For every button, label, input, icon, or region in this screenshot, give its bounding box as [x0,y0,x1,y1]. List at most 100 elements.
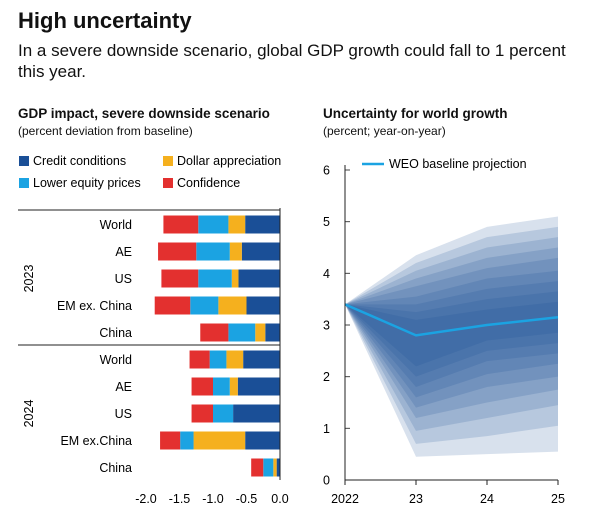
y-tick-label: 4 [323,267,330,281]
bar-segment-credit [237,377,280,396]
x-tick-label: 25 [551,492,565,506]
legend-label-equity: Lower equity prices [33,176,141,190]
bar-category-label: World [100,218,132,232]
x-tick-label: 0.0 [271,492,288,506]
bar-segment-equity [198,269,232,288]
bar-segment-equity [213,404,234,423]
legend-label-confidence: Confidence [177,176,240,190]
bar-segment-equity [180,431,194,450]
y-tick-label: 1 [323,422,330,436]
bar-segment-credit [241,242,280,261]
bar-segment-confidence [154,296,191,315]
bar-segment-equity [228,323,256,342]
bar-segment-credit [265,323,280,342]
bar-segment-confidence [251,458,264,477]
x-tick-label: 2022 [331,492,359,506]
legend-swatch-equity [19,178,29,188]
bar-segment-equity [263,458,274,477]
legend-swatch-dollar [163,156,173,166]
right-panel-title: Uncertainty for world growth [323,106,508,121]
bar-segment-dollar [231,269,239,288]
left-panel-subtitle: (percent deviation from baseline) [18,124,193,138]
bar-category-label: AE [115,245,132,259]
bar-segment-dollar [218,296,247,315]
bar-segment-dollar [193,431,246,450]
bar-segment-equity [190,296,219,315]
left-panel-title: GDP impact, severe downside scenario [18,106,270,121]
legend-label-credit: Credit conditions [33,154,126,168]
bar-chart: 2023 World AE US EM ex. China China 2024 World A… [18,208,289,506]
bar-category-label: AE [115,380,132,394]
bar-segment-dollar [255,323,266,342]
legend-swatch-confidence [163,178,173,188]
x-tick-label: 23 [409,492,423,506]
legend-swatch-credit [19,156,29,166]
bar-category-label: EM ex.China [60,434,132,448]
bar-segment-confidence [163,215,199,234]
bar-segment-equity [196,242,230,261]
fan-band [345,281,558,387]
legend-label-baseline: WEO baseline projection [389,157,527,171]
bar-category-label: US [115,407,132,421]
legend-item-dollar: Dollar appreciation [163,154,281,168]
group-year-label: 2023 [22,265,36,293]
bar-segment-equity [209,350,227,369]
bar-segment-dollar [229,242,242,261]
bar-category-label: China [99,461,132,475]
legend-item-confidence: Confidence [163,176,240,190]
bar-segment-credit [246,296,280,315]
right-legend: WEO baseline projection [362,157,527,171]
y-tick-label: 6 [323,164,330,178]
bar-segment-credit [238,269,280,288]
x-tick-label: -1.5 [169,492,191,506]
x-tick-label: -1.0 [202,492,224,506]
bar-segment-confidence [161,269,199,288]
bar-segment-dollar [226,350,244,369]
fan-band [345,291,558,377]
bar-segment-equity [198,215,229,234]
fan-band [345,247,558,418]
bar-segment-confidence [191,377,213,396]
x-tick-label: 24 [480,492,494,506]
bar-segment-dollar [229,377,238,396]
bar-segment-equity [213,377,230,396]
x-tick-label: -2.0 [135,492,157,506]
legend-item-equity: Lower equity prices [19,176,141,190]
bar-category-label: US [115,272,132,286]
page-subtitle: In a severe downside scenario, global GD… [18,41,566,81]
left-legend: Credit conditions Dollar appreciation Lo… [19,154,281,190]
y-tick-label: 0 [323,474,330,488]
bar-category-label: World [100,353,132,367]
bar-segment-credit [243,350,280,369]
fan-band [345,257,558,408]
legend-item-credit: Credit conditions [19,154,126,168]
right-panel-subtitle: (percent; year-on-year) [323,124,446,138]
bar-segment-confidence [189,350,210,369]
y-tick-label: 2 [323,370,330,384]
bar-segment-credit [276,458,280,477]
bar-segment-dollar [273,458,277,477]
bar-segment-confidence [160,431,181,450]
legend-label-dollar: Dollar appreciation [177,154,281,168]
fan-band [345,301,558,367]
fan-band [345,270,558,398]
fan-band [345,237,558,431]
bar-segment-confidence [200,323,229,342]
y-tick-label: 3 [323,319,330,333]
x-tick-label: -0.5 [236,492,258,506]
fan-band [345,216,558,457]
page-title: High uncertainty [18,8,192,33]
y-tick-label: 5 [323,215,330,229]
bar-category-label: China [99,326,132,340]
bar-category-label: EM ex. China [57,299,132,313]
bar-segment-credit [245,215,280,234]
bar-segment-credit [233,404,280,423]
bar-segment-dollar [228,215,246,234]
baseline-line [344,303,559,337]
bar-segment-credit [245,431,280,450]
bar-segment-confidence [158,242,197,261]
bar-segment-confidence [191,404,213,423]
fan-band [345,226,558,444]
